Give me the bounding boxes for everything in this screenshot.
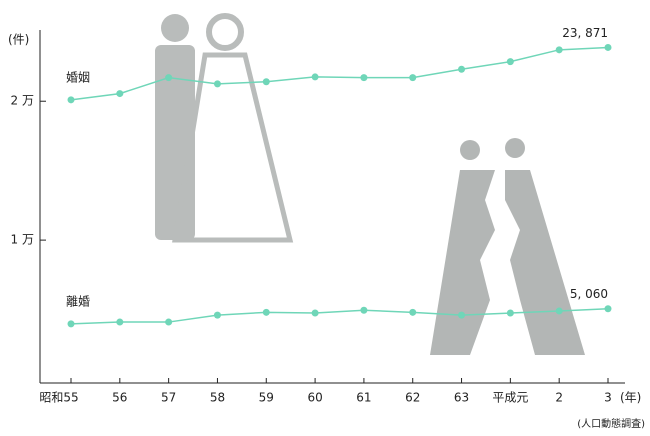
data-point [116,90,124,98]
y-tick-label: 1 万 [11,233,34,247]
series-label: 婚姻 [66,69,90,84]
series-label: 離婚 [66,294,90,308]
data-point [360,306,368,314]
data-point [555,46,563,54]
x-tick-label: 63 [454,391,469,405]
data-point [506,58,514,66]
source: (人口動態調査) [577,417,645,430]
data-point [116,318,124,326]
divorce-pictogram [430,138,585,355]
x-tick-label: 昭和55 [39,391,78,405]
data-point [555,307,563,315]
value-label: 23, 871 [562,26,608,40]
data-point [311,73,319,81]
series-line [70,46,609,101]
data-point [262,308,270,316]
data-point [409,74,417,82]
y-unit: (件) [8,33,29,47]
x-tick-label: 61 [356,391,371,405]
wedding-pictogram [155,13,294,243]
data-point [458,311,466,319]
data-point [458,65,466,73]
x-tick-label: 平成元 [492,391,528,405]
data-point [506,309,514,317]
value-label: 5, 060 [570,287,608,301]
x-unit: (年) [620,391,641,405]
x-tick-label: 3 [604,391,612,405]
x-tick-label: 62 [405,391,420,405]
x-tick-label: 2 [555,391,563,405]
data-point [213,311,221,319]
data-point [165,74,173,82]
series-line [70,307,609,325]
data-point [604,305,612,313]
x-tick-label: 58 [210,391,225,405]
data-point [165,318,173,326]
x-tick-label: 56 [112,391,127,405]
data-point [311,309,319,317]
x-tick-label: 60 [307,391,322,405]
data-point [262,78,270,86]
data-point [409,308,417,316]
data-point [604,43,612,51]
data-point [67,320,75,328]
data-point [360,74,368,82]
x-tick-label: 57 [161,391,176,405]
data-point [213,80,221,88]
y-tick-label: 2 万 [11,94,34,108]
data-point [67,96,75,104]
x-tick-label: 59 [259,391,274,405]
